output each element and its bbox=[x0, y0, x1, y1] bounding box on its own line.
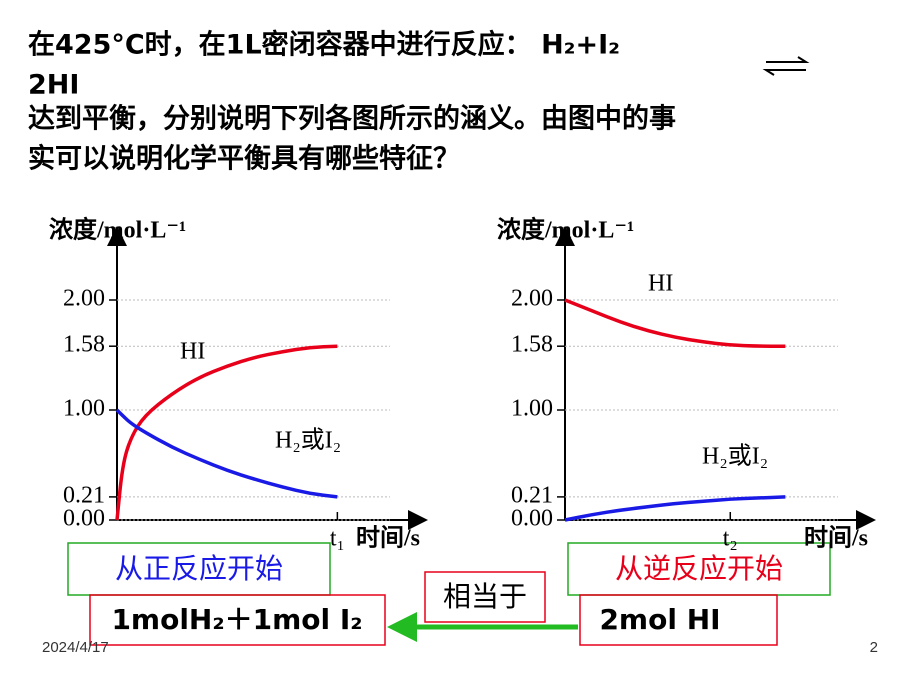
line-series bbox=[564, 495, 786, 522]
series-label: H₂或I₂ bbox=[275, 427, 341, 454]
box bbox=[89, 594, 386, 646]
box-label: 相当于 bbox=[443, 580, 527, 613]
y-tick-label: 2.00 bbox=[511, 286, 553, 312]
x-tick-label: t₂ bbox=[723, 526, 738, 552]
series-label: HI bbox=[180, 339, 205, 365]
y-tick-label: 0.00 bbox=[511, 506, 553, 532]
y-tick-label: 0.21 bbox=[63, 482, 105, 508]
box-label: 1molH₂＋1mol I₂ bbox=[111, 603, 362, 636]
equilibrium-arrow bbox=[762, 56, 810, 76]
y-tick-label: 1.00 bbox=[511, 396, 553, 422]
y-tick-label: 0.00 bbox=[63, 506, 105, 532]
x-axis-label: 时间/s bbox=[356, 525, 420, 552]
title-line: 实可以说明化学平衡具有哪些特征？ bbox=[28, 143, 460, 175]
date: 2024/4/17 bbox=[42, 639, 109, 656]
box-label: 从逆反应开始 bbox=[615, 552, 783, 585]
line-series bbox=[564, 298, 786, 348]
x-axis-label: 时间/s bbox=[804, 525, 868, 552]
y-axis-label: 浓度/mol·L⁻¹ bbox=[497, 216, 634, 244]
series-label: H₂或I₂ bbox=[702, 443, 768, 470]
box-label: 2mol HI bbox=[599, 603, 720, 636]
title-line: 达到平衡，分别说明下列各图所示的涵义。由图中的事 bbox=[28, 103, 676, 135]
title-line: 2HI bbox=[28, 70, 79, 101]
line-series bbox=[115, 408, 338, 499]
y-tick-label: 0.21 bbox=[511, 482, 553, 508]
y-axis-label: 浓度/mol·L⁻¹ bbox=[49, 216, 186, 244]
series-label: HI bbox=[648, 271, 673, 297]
y-tick-label: 1.58 bbox=[63, 332, 105, 358]
box bbox=[424, 571, 546, 623]
box-label: 从正反应开始 bbox=[115, 552, 283, 585]
y-tick-label: 1.58 bbox=[511, 332, 553, 358]
title-line: 在425°C时，在1L密闭容器中进行反应： H₂+I₂ bbox=[28, 29, 620, 61]
y-tick-label: 1.00 bbox=[63, 396, 105, 422]
page-number: 2 bbox=[870, 639, 878, 656]
y-tick-label: 2.00 bbox=[63, 286, 105, 312]
line-series bbox=[115, 344, 338, 521]
x-tick-label: t₁ bbox=[330, 526, 345, 552]
box bbox=[579, 594, 778, 646]
